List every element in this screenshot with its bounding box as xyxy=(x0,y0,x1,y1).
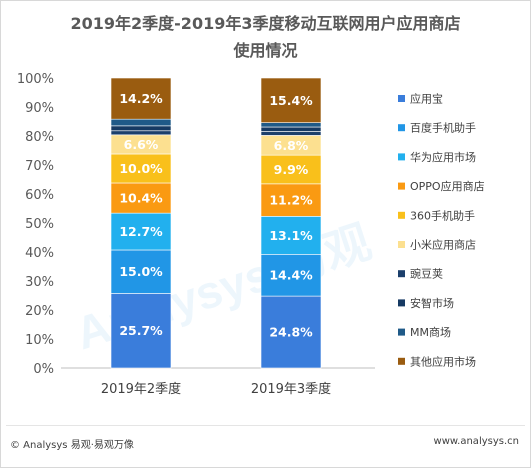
data-label: 11.2% xyxy=(269,193,313,208)
legend-label: 360手机助手 xyxy=(410,208,475,222)
legend-swatch xyxy=(398,153,405,161)
data-label: 15.4% xyxy=(269,93,313,108)
data-label: 10.0% xyxy=(119,161,163,176)
y-tick-label: 0% xyxy=(33,362,54,377)
bar-segment xyxy=(110,153,172,184)
bar-segment xyxy=(110,212,172,251)
y-tick-label: 30% xyxy=(25,275,54,290)
x-tick-label: 2019年3季度 xyxy=(251,381,331,397)
chart-title-line-2: 使用情况 xyxy=(233,41,298,60)
legend-swatch xyxy=(398,299,405,307)
chart-title: 2019年2季度-2019年3季度移动互联网用户应用商店 使用情况 xyxy=(0,10,531,64)
bar-segment xyxy=(260,122,322,128)
bar-segment xyxy=(260,126,322,132)
legend-label: MM商场 xyxy=(410,325,451,339)
y-tick-label: 10% xyxy=(25,333,54,348)
legend-swatch xyxy=(398,182,405,190)
data-label: 15.0% xyxy=(119,264,163,279)
y-tick-label: 80% xyxy=(25,130,54,145)
y-tick-label: 70% xyxy=(25,159,54,174)
bar-segment xyxy=(260,183,322,217)
data-label: 14.2% xyxy=(119,91,163,106)
legend-swatch xyxy=(398,241,405,248)
data-label: 13.1% xyxy=(269,228,313,243)
y-tick-label: 100% xyxy=(17,72,54,87)
legend-label: 安智市场 xyxy=(410,296,454,310)
bar-segment xyxy=(260,77,322,123)
legend-swatch xyxy=(398,95,405,102)
bar-segment xyxy=(260,254,322,297)
bar-segment xyxy=(110,293,172,369)
legend-swatch xyxy=(398,328,405,336)
legend-label: OPPO应用商店 xyxy=(410,179,485,193)
y-tick-label: 40% xyxy=(25,246,54,261)
legend-swatch xyxy=(398,357,405,365)
bar-segment xyxy=(260,131,322,136)
legend-label: 其他应用市场 xyxy=(410,354,476,368)
x-tick-label: 2019年2季度 xyxy=(101,381,181,397)
bar-segment xyxy=(110,125,172,132)
legend-label: 应用宝 xyxy=(410,92,443,106)
legend-swatch xyxy=(398,211,405,219)
y-tick-label: 50% xyxy=(25,217,54,232)
legend-swatch xyxy=(398,270,405,278)
footer-divider xyxy=(6,425,525,426)
data-label: 6.8% xyxy=(274,138,309,153)
legend-label: 小米应用商店 xyxy=(410,238,476,252)
bars xyxy=(110,77,322,369)
bar-segment xyxy=(110,130,172,136)
chart-title-line-1: 2019年2季度-2019年3季度移动互联网用户应用商店 xyxy=(70,14,461,33)
footer-website: www.analysys.cn xyxy=(433,436,519,447)
data-label: 10.4% xyxy=(119,191,163,206)
footer-copyright: © Analysys 易观·易观万像 xyxy=(10,440,134,451)
legend-label: 豌豆荚 xyxy=(410,267,443,281)
bar-segment xyxy=(110,249,172,294)
y-tick-label: 60% xyxy=(25,188,54,203)
legend-label: 华为应用市场 xyxy=(410,150,476,164)
data-label: 6.6% xyxy=(124,137,159,152)
data-label: 9.9% xyxy=(274,162,309,177)
axes: 0% 10% 20% 30% 40% 50% 60% 70% 80% 90% 100% 2019年2季… xyxy=(17,72,375,397)
bar-segment xyxy=(110,118,172,127)
y-tick-label: 90% xyxy=(25,101,54,116)
bar-segment xyxy=(110,182,172,214)
legend-swatch xyxy=(398,124,405,132)
data-label: 24.8% xyxy=(269,325,313,340)
legend-label: 百度手机助手 xyxy=(410,121,476,135)
bar-segment xyxy=(260,154,322,185)
data-label: 25.7% xyxy=(119,323,163,338)
data-label: 14.4% xyxy=(269,268,313,283)
bar-segment xyxy=(110,77,172,120)
data-labels: 25.7% 15.0% 12.7% 10.4% 10.0% 6.6% 14.2% 24.8% 1… xyxy=(119,91,313,339)
y-tick-label: 20% xyxy=(25,304,54,319)
data-label: 12.7% xyxy=(119,224,163,239)
